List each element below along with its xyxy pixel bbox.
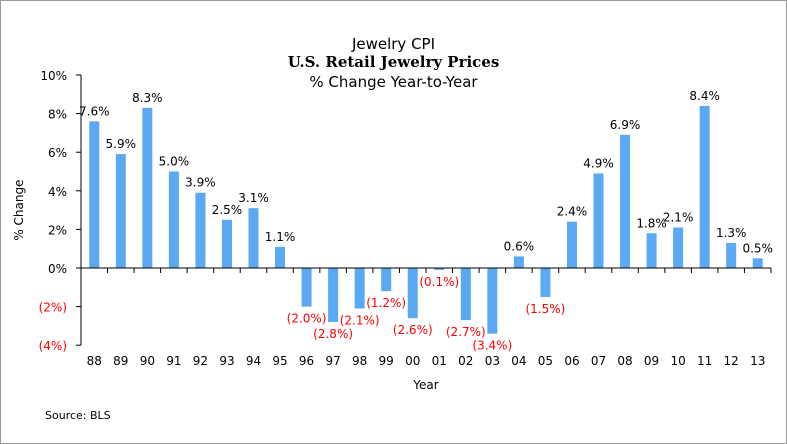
bar-02	[460, 268, 471, 321]
bar-88	[89, 121, 100, 268]
x-tick-label: 88	[87, 354, 102, 368]
x-axis-title: Year	[412, 378, 438, 392]
source-note: Source: BLS	[45, 409, 111, 422]
bar-13	[752, 258, 763, 268]
bar-09	[646, 233, 657, 268]
data-label: 2.1%	[663, 210, 694, 224]
data-label: (0.1%)	[419, 275, 459, 289]
data-label: 0.6%	[504, 239, 535, 253]
data-label: 8.4%	[689, 89, 720, 103]
x-tick-label: 03	[485, 354, 500, 368]
data-label: (2.7%)	[446, 325, 486, 339]
bar-95	[275, 246, 286, 268]
x-tick-label: 00	[405, 354, 420, 368]
bar-93	[221, 219, 232, 268]
bar-91	[168, 171, 179, 268]
x-tick-label: 06	[564, 354, 579, 368]
x-tick-label: 92	[193, 354, 208, 368]
bar-04	[513, 256, 524, 268]
y-tick-label: 8%	[48, 108, 67, 122]
bar-05	[540, 268, 551, 297]
x-tick-label: 97	[325, 354, 340, 368]
bar-12	[726, 242, 737, 268]
y-tick-label: 0%	[48, 262, 67, 276]
chart-subtitle: U.S. Retail Jewelry Prices	[287, 53, 500, 71]
chart-subtitle-2: % Change Year-to-Year	[309, 73, 478, 91]
y-tick-label: 10%	[40, 69, 67, 83]
x-tick-label: 98	[352, 354, 367, 368]
y-tick-label: (4%)	[39, 339, 67, 353]
data-label: 2.4%	[557, 205, 588, 219]
data-label: 2.5%	[212, 203, 243, 217]
data-label: 0.5%	[742, 241, 773, 255]
x-tick-label: 10	[670, 354, 685, 368]
x-tick-label: 11	[697, 354, 712, 368]
x-tick-label: 90	[140, 354, 155, 368]
data-label: 1.8%	[636, 216, 667, 230]
data-label: (2.0%)	[287, 312, 327, 326]
bar-03	[487, 268, 498, 334]
x-tick-label: 09	[644, 354, 659, 368]
x-tick-label: 94	[246, 354, 261, 368]
bar-06	[566, 221, 577, 268]
y-tick-label: 6%	[48, 146, 67, 160]
y-axis-title: % Change	[12, 180, 26, 241]
bar-11	[699, 105, 710, 268]
bar-00	[407, 268, 418, 319]
data-label: (1.2%)	[366, 296, 406, 310]
bar-07	[593, 173, 604, 268]
bar-08	[620, 134, 631, 268]
data-label: 3.1%	[238, 191, 269, 205]
x-tick-label: 91	[166, 354, 181, 368]
x-tick-label: 05	[538, 354, 553, 368]
data-label: 6.9%	[610, 118, 641, 132]
data-label: (2.6%)	[393, 323, 433, 337]
data-label: (1.5%)	[525, 302, 565, 316]
data-label: 3.9%	[185, 176, 216, 190]
bar-10	[673, 227, 684, 268]
x-tick-label: 93	[219, 354, 234, 368]
data-label: 7.6%	[79, 104, 110, 118]
x-tick-label: 08	[617, 354, 632, 368]
x-tick-label: 96	[299, 354, 314, 368]
x-tick-label: 95	[272, 354, 287, 368]
bar-94	[248, 208, 259, 268]
data-label: 4.9%	[583, 156, 614, 170]
bar-97	[328, 268, 339, 323]
x-tick-label: 01	[432, 354, 447, 368]
data-label: 8.3%	[132, 91, 163, 105]
bar-01	[434, 268, 445, 270]
bar-90	[142, 107, 153, 268]
data-label: (3.4%)	[472, 339, 512, 353]
bar-98	[354, 268, 365, 309]
x-tick-label: 12	[724, 354, 739, 368]
data-label: 5.0%	[159, 155, 190, 169]
x-tick-label: 04	[511, 354, 526, 368]
y-tick-label: 2%	[48, 223, 67, 237]
data-label: 1.1%	[265, 230, 296, 244]
bar-99	[381, 268, 392, 292]
x-tick-label: 02	[458, 354, 473, 368]
bar-96	[301, 268, 312, 307]
y-tick-label: 4%	[48, 185, 67, 199]
data-label: 5.9%	[106, 137, 137, 151]
data-label: (2.1%)	[340, 314, 380, 328]
data-label: (2.8%)	[313, 327, 353, 341]
bar-92	[195, 192, 206, 268]
bar-89	[115, 154, 126, 268]
data-label: 1.3%	[716, 226, 747, 240]
chart-title: Jewelry CPI	[351, 35, 436, 53]
x-tick-label: 07	[591, 354, 606, 368]
x-tick-label: 13	[750, 354, 765, 368]
x-tick-label: 99	[379, 354, 394, 368]
y-tick-label: (2%)	[39, 301, 67, 315]
x-tick-label: 89	[113, 354, 128, 368]
